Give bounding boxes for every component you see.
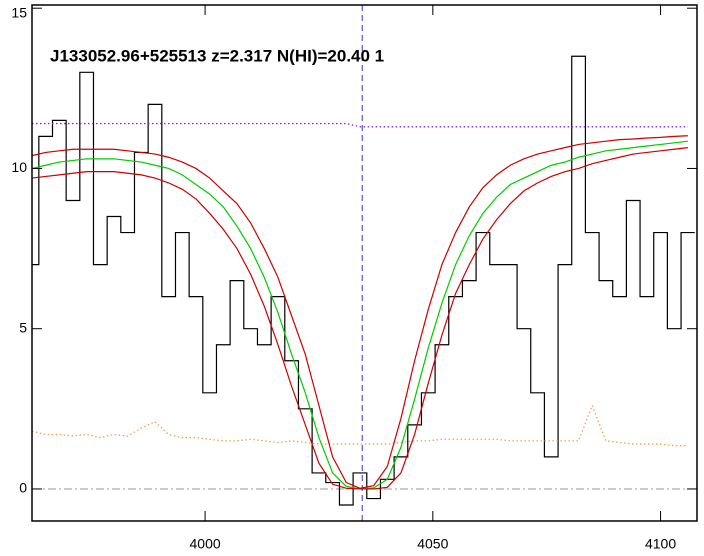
y-tick-label: 5: [19, 319, 27, 335]
y-tick-label: 10: [11, 159, 27, 175]
y-tick-label: 15: [11, 5, 27, 21]
series-line: [32, 147, 688, 490]
x-tick-label: 4000: [190, 536, 221, 552]
series-line: [32, 122, 688, 128]
plot-frame: [31, 4, 698, 522]
series-line: [32, 135, 688, 489]
x-tick-label: 4100: [645, 536, 676, 552]
x-tick-label: 4050: [417, 536, 448, 552]
series-line: [32, 403, 688, 447]
chart-title: J133052.96+525513 z=2.317 N(HI)=20.40 1: [50, 46, 384, 65]
spectrum: [32, 55, 695, 506]
plot-area: [32, 5, 697, 521]
y-tick-label: 0: [19, 480, 27, 496]
